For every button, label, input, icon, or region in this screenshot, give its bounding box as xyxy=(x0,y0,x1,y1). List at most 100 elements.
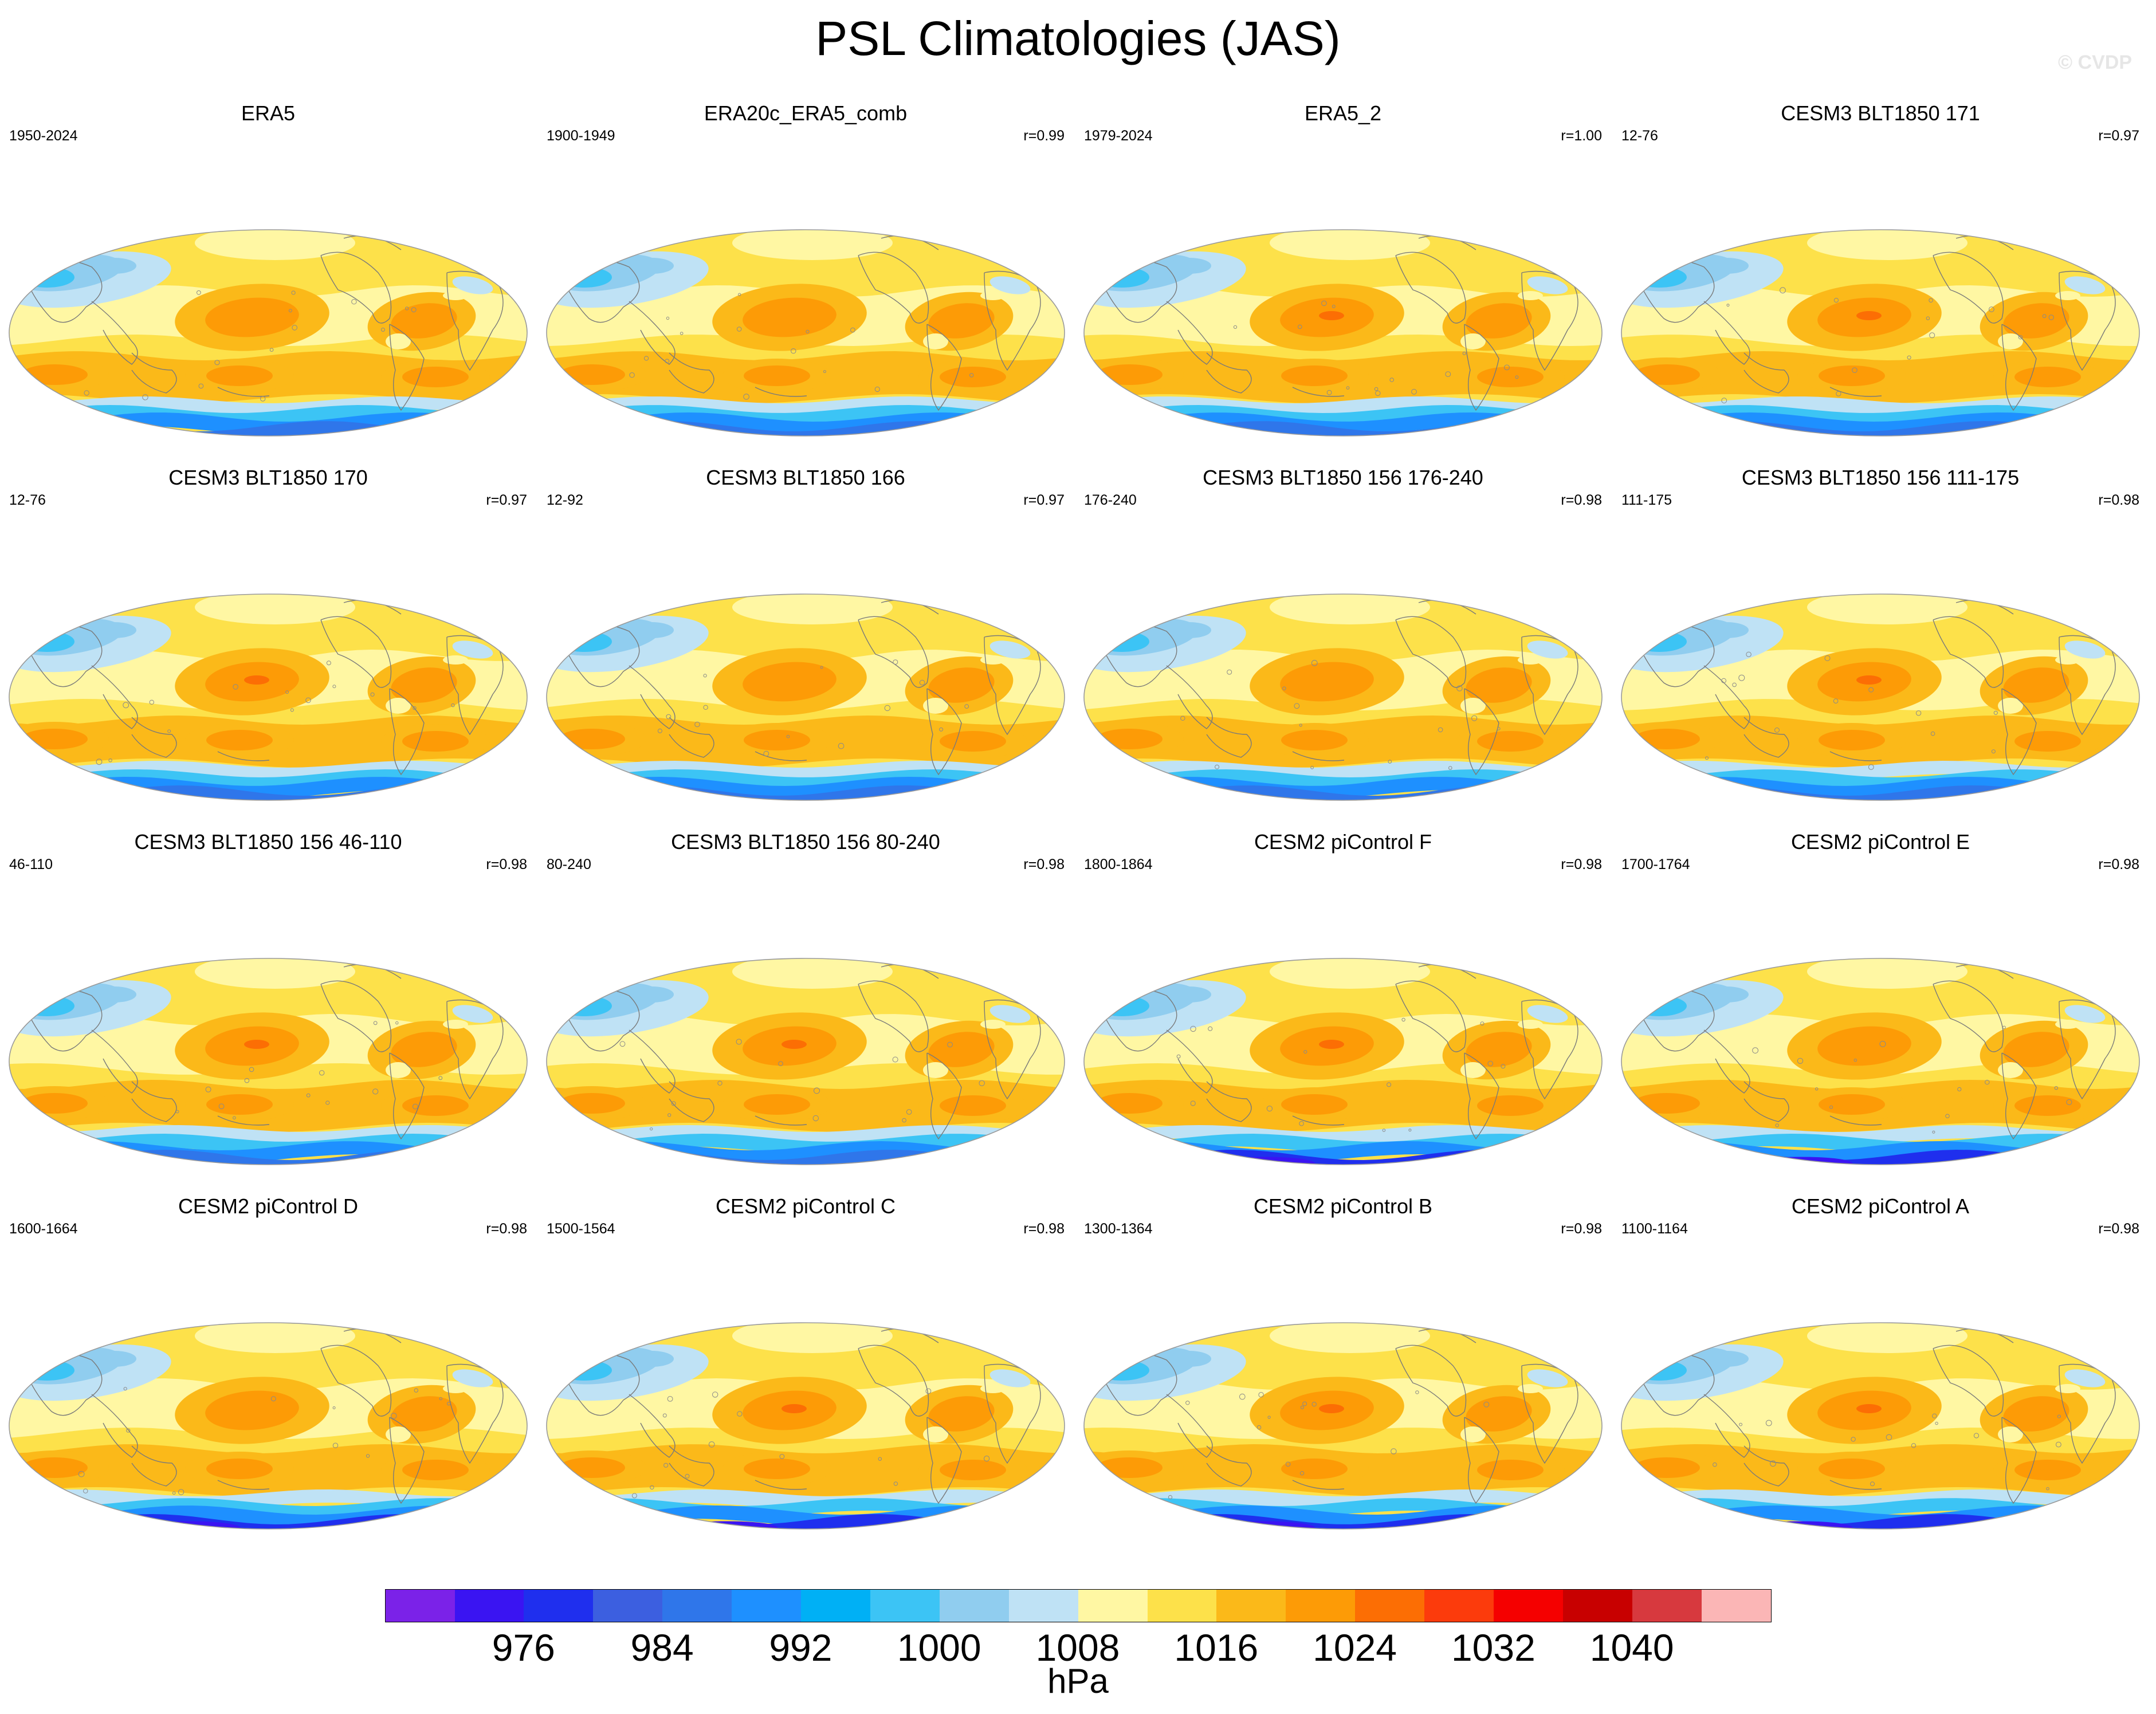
island-outline xyxy=(1926,316,1930,320)
island-outline xyxy=(2042,314,2047,319)
asian-low-fragment xyxy=(630,622,674,638)
north-atlantic-low xyxy=(452,1005,493,1023)
coastline xyxy=(1292,751,1345,761)
southern-ocean-band xyxy=(547,1505,1065,1528)
coastline xyxy=(669,352,714,394)
coastline xyxy=(320,980,392,1052)
subtropical-high-core xyxy=(744,730,810,750)
north-atlantic-low xyxy=(452,1369,493,1387)
map-panel: CESM2 piControl F 1800-1864 r=0.98 xyxy=(1075,830,1611,1196)
island-outline xyxy=(631,1493,637,1499)
coastline xyxy=(389,688,425,776)
map-boundary xyxy=(9,1322,528,1530)
coastline xyxy=(629,301,676,365)
coastline xyxy=(2001,324,2037,411)
panel-period-label: 1500-1564 xyxy=(547,1221,615,1237)
island-outline xyxy=(708,1441,715,1448)
island-outline xyxy=(2057,1414,2061,1418)
north-atlantic-high-core xyxy=(928,1032,995,1067)
coastline xyxy=(858,1345,929,1417)
continental-low xyxy=(386,1062,411,1078)
panel-title: CESM3 BLT1850 171 xyxy=(1781,101,1980,125)
island-outline xyxy=(1833,698,1839,704)
north-atlantic-low xyxy=(1527,276,1568,294)
asian-monsoon-low-core xyxy=(19,1360,74,1381)
coastline xyxy=(1703,301,1750,365)
island-outline xyxy=(791,348,796,354)
subtropical-high-core xyxy=(2014,367,2081,387)
subtropical-high-core xyxy=(940,367,1006,387)
north-atlantic-low xyxy=(452,640,493,659)
island-outline xyxy=(1438,727,1443,733)
island-outline xyxy=(1300,1405,1304,1409)
island-outline xyxy=(1705,756,1709,760)
island-outline xyxy=(666,316,670,320)
island-outline xyxy=(395,1021,399,1025)
island-outline xyxy=(1501,1064,1506,1069)
island-outline xyxy=(893,659,898,665)
island-outline xyxy=(319,1070,325,1076)
watermark: © CVDP xyxy=(2058,52,2132,73)
island-outline xyxy=(743,394,749,400)
antarctic-high xyxy=(704,1540,749,1556)
coastline xyxy=(1166,301,1213,365)
colorbar-box xyxy=(523,1589,594,1622)
colorbar xyxy=(385,1589,1772,1623)
coastline xyxy=(131,352,177,394)
island-outline xyxy=(1267,1416,1271,1419)
colorbar-box xyxy=(1562,1589,1632,1622)
southern-deep-low xyxy=(1189,799,1247,800)
continental-low xyxy=(1460,1062,1486,1078)
island-outline xyxy=(306,1093,311,1098)
antarctic-high xyxy=(1241,1540,1287,1556)
coastline xyxy=(1703,665,1750,729)
island-outline xyxy=(2048,315,2054,320)
map-panel: ERA5 1950-2024 xyxy=(0,101,536,467)
island-outline xyxy=(2066,1099,2072,1106)
island-outline xyxy=(650,1127,653,1131)
island-outline xyxy=(1382,1129,1386,1132)
panel-correlation-label: r=0.98 xyxy=(1561,1221,1602,1237)
coastline xyxy=(926,324,962,411)
island-outline xyxy=(650,1485,654,1490)
map-panel: CESM2 piControl E 1700-1764 r=0.98 xyxy=(1612,830,2149,1196)
continental-low xyxy=(386,333,411,349)
north-atlantic-low xyxy=(1527,640,1568,659)
north-pacific-high-center xyxy=(781,1404,807,1413)
map-boundary xyxy=(1083,229,1603,437)
island-outline xyxy=(1266,1106,1273,1112)
southern-ocean-band xyxy=(1084,433,1602,436)
southern-deep-low xyxy=(1727,434,1784,436)
panel-correlation-label: r=0.97 xyxy=(486,492,527,508)
island-outline xyxy=(1239,1393,1246,1400)
coastline xyxy=(1829,751,1882,761)
island-outline xyxy=(1310,765,1314,769)
coastline xyxy=(1395,251,1467,324)
asian-monsoon-low-core xyxy=(1632,631,1687,652)
island-outline xyxy=(884,705,890,711)
southern-ocean-band xyxy=(547,769,1065,790)
southern-ocean-band xyxy=(1084,1162,1602,1165)
arctic-region xyxy=(1270,958,1430,989)
island-outline xyxy=(906,1109,912,1115)
island-outline xyxy=(1415,1390,1419,1394)
island-outline xyxy=(233,684,238,690)
island-outline xyxy=(2018,335,2023,340)
island-outline xyxy=(326,661,331,666)
island-outline xyxy=(1462,351,1466,355)
island-outline xyxy=(1487,1060,1494,1067)
southern-ocean-band xyxy=(1084,405,1602,426)
map-panel: ERA20c_ERA5_comb 1900-1949 r=0.99 xyxy=(537,101,1074,467)
north-atlantic-high-core xyxy=(391,303,457,339)
island-outline xyxy=(1886,1434,1892,1441)
panel-correlation-label: r=0.97 xyxy=(1023,492,1065,508)
asian-low-fragment xyxy=(1705,258,1749,274)
subtropical-high-core xyxy=(2014,1460,2081,1480)
island-outline xyxy=(1780,287,1786,294)
coastline xyxy=(1829,1480,1882,1490)
antarctic-high xyxy=(166,1176,212,1192)
map-panel: CESM3 BLT1850 156 46-110 46-110 r=0.98 xyxy=(0,830,536,1196)
panel-correlation-label: r=0.98 xyxy=(2098,492,2139,508)
island-outline xyxy=(1829,1105,1833,1109)
asian-monsoon-low-core xyxy=(19,267,74,288)
